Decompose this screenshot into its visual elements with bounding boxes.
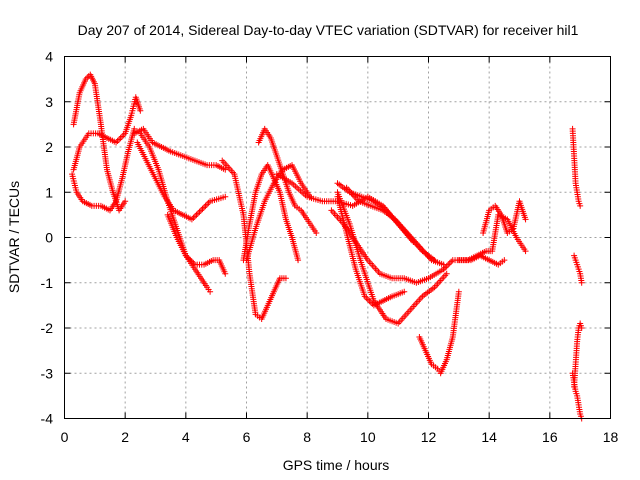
data-point [578, 325, 585, 331]
x-tick-label: 8 [303, 429, 311, 445]
data-point [578, 279, 585, 286]
data-point [198, 207, 204, 214]
series-track-19 [440, 252, 508, 273]
data-point [522, 248, 529, 255]
data-point [193, 211, 200, 218]
x-axis-label: GPS time / hours [283, 457, 390, 473]
data-point [446, 260, 453, 267]
y-tick-label: 4 [45, 49, 53, 65]
y-tick-label: -3 [41, 365, 54, 381]
data-point [522, 216, 529, 223]
series-track-15 [334, 193, 408, 309]
data-point [222, 193, 229, 200]
series-track-3 [69, 125, 138, 214]
data-point [196, 208, 203, 215]
x-tick-label: 0 [61, 429, 69, 445]
series-track-11 [255, 125, 320, 236]
y-tick-label: -4 [41, 411, 54, 427]
data-point [199, 205, 206, 212]
x-tick-label: 10 [360, 429, 376, 445]
data-point [577, 202, 584, 209]
data-point [295, 257, 302, 264]
data-point [202, 202, 209, 209]
series-track-9 [240, 162, 302, 264]
data-point [114, 137, 121, 144]
x-tick-label: 14 [481, 429, 497, 445]
data-point [201, 204, 208, 211]
data-point [443, 270, 450, 277]
x-tick-label: 6 [243, 429, 251, 445]
data-point [207, 288, 214, 295]
plot-frame [64, 56, 611, 419]
series-track-20 [455, 211, 529, 264]
series-track-17 [334, 180, 438, 264]
x-tick-label: 4 [182, 429, 190, 445]
y-axis-label: SDTVAR / TECUs [6, 181, 22, 293]
data-point [369, 300, 376, 307]
data-point [194, 210, 201, 217]
data-point [313, 229, 320, 236]
series-track-4 [131, 125, 229, 173]
data-point [455, 288, 462, 295]
x-tick-label: 2 [121, 429, 129, 445]
series-track-2 [70, 94, 144, 173]
grid [64, 56, 611, 419]
y-tick-label: 0 [45, 230, 53, 246]
data-point [401, 288, 408, 295]
data-point [117, 134, 124, 141]
series-track-21 [480, 198, 529, 236]
series-track-23 [571, 252, 585, 286]
data-points [69, 71, 585, 422]
data-point [222, 270, 229, 277]
data-point [448, 258, 455, 265]
chart-title: Day 207 of 2014, Sidereal Day-to-day VTE… [78, 22, 579, 38]
series-track-5 [134, 139, 229, 223]
data-point [137, 107, 144, 114]
x-tick-label: 12 [421, 429, 437, 445]
series-track-6 [137, 130, 214, 295]
y-tick-label: 2 [45, 139, 53, 155]
y-tick-label: -2 [41, 320, 54, 336]
series-track-7 [164, 211, 229, 277]
data-point [364, 296, 371, 303]
data-point [222, 166, 229, 173]
data-point [119, 133, 126, 140]
data-point [501, 257, 508, 264]
y-tick-label: 3 [45, 94, 53, 110]
data-point [445, 261, 452, 268]
data-point [282, 275, 289, 282]
x-tick-label: 16 [542, 429, 558, 445]
y-tick-label: -1 [41, 275, 54, 291]
series-track-8 [219, 157, 289, 322]
data-point [204, 201, 211, 208]
data-point [190, 214, 197, 221]
series-track-18 [416, 288, 462, 377]
data-point [122, 198, 129, 205]
data-point [442, 264, 449, 271]
series-track-22 [569, 125, 584, 209]
y-tick-label: 1 [45, 184, 53, 200]
x-tick-label: 18 [603, 429, 619, 445]
data-point [431, 257, 438, 264]
series-track-13 [328, 207, 447, 286]
